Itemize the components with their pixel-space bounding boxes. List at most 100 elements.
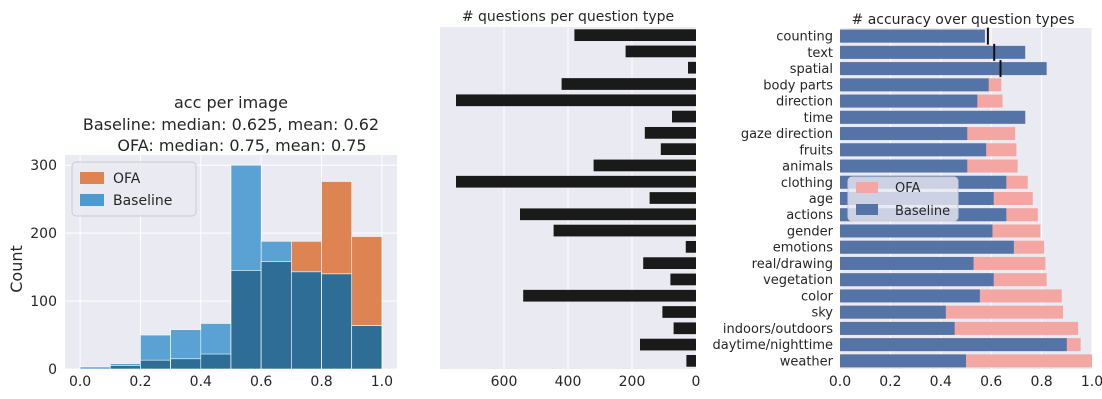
hist-xtick-label: 0.2 <box>129 374 151 390</box>
accuracy-category-label: text <box>807 46 833 61</box>
hist-bar-overlap <box>200 353 232 370</box>
hist-bar-overlap <box>140 359 171 370</box>
accuracy-legend-ofa-label: OFA <box>895 181 921 196</box>
questions-bar <box>688 61 696 74</box>
questions-bar <box>670 273 696 286</box>
questions-bar <box>644 126 696 139</box>
accuracy-category-label: weather <box>780 354 834 369</box>
accuracy-panel: # accuracy over question types countingt… <box>713 12 1102 390</box>
accuracy-category-label: spatial <box>790 62 833 77</box>
accuracy-xtick-label: 0.8 <box>1030 374 1052 390</box>
questions-bars <box>456 29 696 367</box>
hist-legend-ofa-label: OFA <box>113 171 141 187</box>
hist-bar-overlap <box>230 270 262 370</box>
accuracy-category-label: daytime/nighttime <box>713 338 833 353</box>
accuracy-legend-baseline-swatch <box>856 204 878 215</box>
accuracy-bar-baseline <box>840 256 974 270</box>
questions-bar <box>593 159 696 172</box>
questions-bar <box>456 175 696 188</box>
hist-ytick-label: 100 <box>30 294 57 310</box>
questions-panel: # questions per question type 600 400 200 0 <box>440 9 700 390</box>
questions-bar <box>625 45 696 58</box>
accuracy-title: # accuracy over question types <box>852 12 1075 28</box>
hist-legend-baseline-label: Baseline <box>113 193 172 209</box>
accuracy-bars <box>840 27 1092 368</box>
questions-bar <box>520 208 696 221</box>
accuracy-bar-baseline <box>840 321 955 335</box>
accuracy-category-label: direction <box>776 95 833 110</box>
questions-xtick-label: 200 <box>619 374 646 390</box>
accuracy-category-label: indoors/outdoors <box>723 322 833 337</box>
accuracy-category-label: animals <box>782 160 833 175</box>
questions-bar <box>456 94 696 107</box>
hist-legend-baseline-swatch <box>80 194 104 206</box>
hist-legend: OFA Baseline <box>71 161 197 217</box>
accuracy-legend-ofa-swatch <box>856 182 878 193</box>
accuracy-legend: OFA Baseline <box>847 176 959 222</box>
accuracy-category-label: body parts <box>763 78 833 93</box>
accuracy-category-label: sky <box>811 306 833 321</box>
questions-bar <box>643 257 696 270</box>
accuracy-xtick-label: 0.6 <box>980 374 1002 390</box>
accuracy-bar-baseline <box>840 224 993 238</box>
questions-bar <box>662 306 696 318</box>
hist-bar-overlap <box>260 261 292 370</box>
questions-bar <box>553 224 696 237</box>
accuracy-bar-baseline <box>840 273 994 287</box>
hist-ytick-label: 0 <box>48 362 57 378</box>
accuracy-category-label: actions <box>786 208 833 223</box>
hist-bar-overlap <box>291 271 322 370</box>
accuracy-category-label: vegetation <box>763 273 833 288</box>
accuracy-category-label: real/drawing <box>752 257 833 272</box>
accuracy-bar-baseline <box>840 289 980 303</box>
hist-title-line-2: Baseline: median: 0.625, mean: 0.62 <box>83 115 379 134</box>
accuracy-bar-baseline <box>840 45 1026 59</box>
questions-bar <box>685 240 696 253</box>
questions-xtick-label: 0 <box>692 374 701 390</box>
questions-title: # questions per question type <box>462 9 674 25</box>
hist-xtick-label: 0.4 <box>190 374 212 390</box>
hist-ticks: 0.0 0.2 0.4 0.6 0.8 1.0 0 100 200 300 <box>30 158 393 390</box>
accuracy-ticks: 0.0 0.2 0.4 0.6 0.8 1.0 <box>829 374 1102 390</box>
hist-bar-overlap <box>321 273 353 370</box>
hist-ytick-label: 200 <box>30 226 57 242</box>
questions-bar <box>574 29 696 42</box>
hist-legend-ofa-swatch <box>80 172 104 184</box>
accuracy-bar-baseline <box>840 305 946 319</box>
accuracy-xtick-label: 0.0 <box>829 374 851 390</box>
questions-bar <box>686 354 696 367</box>
questions-bar <box>673 322 696 335</box>
accuracy-category-label: clothing <box>781 176 833 191</box>
questions-ticks: 600 400 200 0 <box>491 374 701 390</box>
questions-xtick-label: 400 <box>555 374 582 390</box>
accuracy-xtick-label: 0.4 <box>930 374 952 390</box>
hist-xtick-label: 0.8 <box>310 374 332 390</box>
accuracy-category-label: fruits <box>799 143 833 158</box>
accuracy-bar-baseline <box>840 94 978 108</box>
hist-bars <box>79 164 383 370</box>
accuracy-bar-baseline <box>840 62 1047 76</box>
accuracy-category-label: color <box>801 289 834 304</box>
accuracy-bar-baseline <box>840 78 989 92</box>
questions-bar <box>649 192 696 204</box>
hist-bar-overlap <box>170 358 202 370</box>
hist-bar-baseline <box>79 366 111 370</box>
accuracy-bar-baseline <box>840 127 968 141</box>
hist-xtick-label: 0.6 <box>250 374 272 390</box>
questions-bar <box>523 289 696 302</box>
accuracy-category-label: age <box>809 192 833 207</box>
accuracy-bar-baseline <box>840 159 968 173</box>
accuracy-bar-baseline <box>840 29 985 43</box>
accuracy-xtick-label: 0.2 <box>879 374 901 390</box>
accuracy-bar-baseline <box>840 110 1026 124</box>
accuracy-bar-baseline <box>840 240 1014 254</box>
questions-bar <box>561 78 696 90</box>
hist-xtick-label: 1.0 <box>371 374 393 390</box>
accuracy-bar-baseline <box>840 143 987 157</box>
hist-title-line-1: acc per image <box>174 93 288 112</box>
questions-bar <box>672 110 696 123</box>
hist-ytick-label: 300 <box>30 158 57 174</box>
accuracy-bar-baseline <box>840 338 1067 352</box>
